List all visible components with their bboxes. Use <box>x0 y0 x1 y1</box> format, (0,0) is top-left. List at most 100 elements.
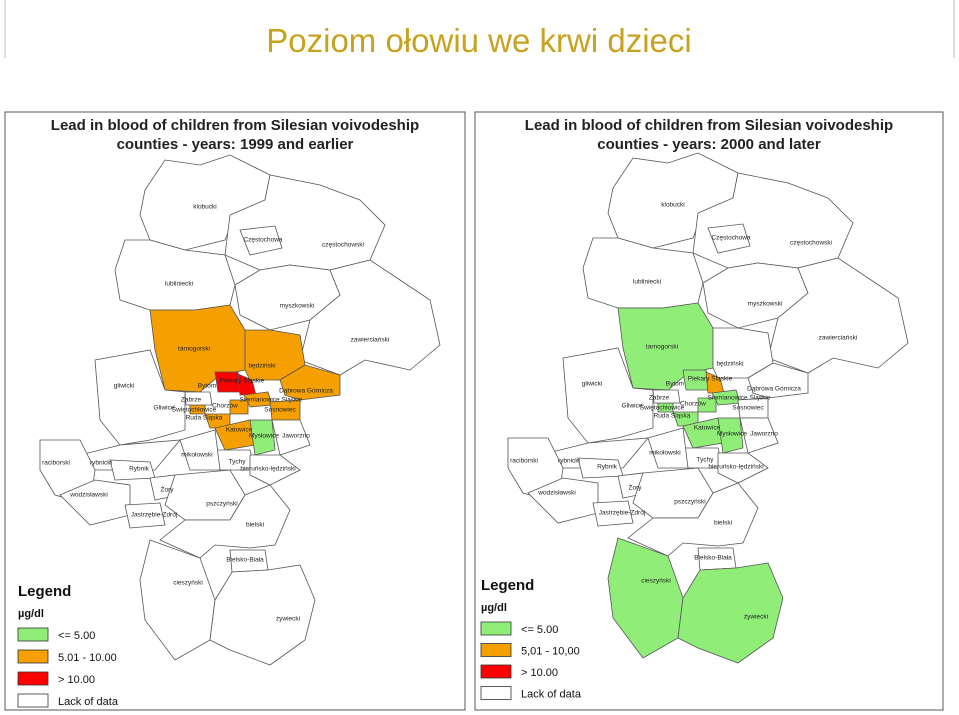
county <box>94 349 186 446</box>
county-label: myszkowski <box>280 303 315 310</box>
county-label: Dąbrowa Górnicza <box>747 386 801 393</box>
county-label: gliwicki <box>114 383 135 390</box>
county-label: Częstochowa <box>711 235 750 242</box>
legend-swatch <box>17 693 49 708</box>
county-label: Jaworzno <box>282 433 310 440</box>
county-label: będziński <box>716 361 743 368</box>
county-label: myszkowski <box>748 301 783 308</box>
county <box>627 482 759 557</box>
county-label: Sosnowiec <box>732 405 764 412</box>
county <box>179 429 221 471</box>
county <box>647 427 689 469</box>
county <box>739 417 779 454</box>
legend-label: <= 5.00 <box>521 624 558 636</box>
county-label: Siemianowice Śląskie <box>240 395 303 404</box>
county-label: Bielsko-Biała <box>694 555 732 562</box>
county-label: cieszyński <box>641 578 671 585</box>
county-label: Zabrze <box>649 395 670 402</box>
county <box>697 397 717 413</box>
legend-unit: µg/dl <box>18 608 44 620</box>
county <box>677 562 784 664</box>
county-label: tarnogorski <box>178 346 210 353</box>
county <box>139 539 216 661</box>
county <box>562 347 654 444</box>
county-label: Ruda Śląska <box>186 413 223 422</box>
county-label: Bytom <box>666 381 684 388</box>
legend-swatch <box>480 664 512 679</box>
legend-label: 5,01 - 10,00 <box>521 646 580 658</box>
legend-label: > 10.00 <box>521 667 558 679</box>
county-label: Bielsko-Biała <box>226 557 264 564</box>
legend-title: Legend <box>481 577 534 594</box>
map-title: Lead in blood of children from Silesian … <box>51 117 419 134</box>
county <box>717 452 769 484</box>
county <box>299 259 441 376</box>
county-label: wodzisławski <box>69 492 108 499</box>
county-label: Zabrze <box>181 397 202 404</box>
legend-label: > 10.00 <box>58 674 95 686</box>
county-label: Bytom <box>198 383 216 390</box>
legend-label: 5.01 - 10.00 <box>58 652 117 664</box>
county-label: Częstochowa <box>243 237 282 244</box>
map: klobucki częstochowski Częstochowa lublinie… <box>39 154 441 666</box>
county-label: żywiecki <box>276 616 300 623</box>
county-label: tarnogorski <box>646 344 678 351</box>
county-label: Rybnik <box>129 466 150 473</box>
county-label: Ruda Śląska <box>654 411 691 420</box>
county-label: Mysłowice <box>249 433 279 440</box>
county-label: wodzisławski <box>537 490 576 497</box>
county-label: Tychy <box>697 457 715 464</box>
county-label: rybnicki <box>558 458 580 465</box>
county <box>124 502 166 529</box>
county <box>527 477 599 524</box>
county <box>652 389 681 404</box>
county-label: Chorzów <box>680 401 706 408</box>
county-label: raciborski <box>510 458 538 465</box>
county <box>707 223 751 254</box>
county-label: klobucki <box>193 204 216 211</box>
map-title: counties - years: 2000 and later <box>597 136 821 153</box>
county-label: Świętochłowice <box>172 405 217 414</box>
legend-swatch <box>480 621 512 636</box>
legend-swatch <box>17 671 49 686</box>
county <box>239 225 283 256</box>
county-label: żywiecki <box>744 614 768 621</box>
legend-swatch <box>480 686 512 700</box>
legend-swatch <box>17 627 49 642</box>
county-label: Chorzów <box>212 403 238 410</box>
county <box>747 362 809 399</box>
county-label: klobucki <box>661 202 684 209</box>
county <box>59 479 131 526</box>
county-label: Gliwice <box>154 405 175 412</box>
county-label: Jaworzno <box>750 431 778 438</box>
county-label: Świętochłowice <box>640 403 685 412</box>
county-label: Piekary Śląskie <box>220 376 265 385</box>
county-label: częstochowski <box>790 240 832 247</box>
page-title: Poziom ołowiu we krwi dzieci <box>266 22 691 59</box>
county-label: cieszyński <box>173 580 203 587</box>
county-label: Dąbrowa Górnicza <box>279 388 333 395</box>
map: klobucki częstochowski Częstochowa lublinie… <box>507 152 909 664</box>
legend-unit: µg/dl <box>481 602 507 614</box>
county <box>717 417 744 454</box>
county-label: Żory <box>629 483 643 492</box>
county <box>607 537 684 659</box>
county <box>249 454 301 486</box>
county <box>209 564 316 666</box>
county-label: częstochowski <box>322 242 364 249</box>
county-label: Siemianowice Śląskie <box>708 393 771 402</box>
county-label: mikołowski <box>181 452 212 459</box>
legend-label: Lack of data <box>521 689 582 701</box>
county-label: Jastrzębie-Zdrój <box>599 510 646 517</box>
county <box>767 257 909 374</box>
county <box>271 419 311 456</box>
county-label: bieruńsko-lędziński <box>240 466 295 473</box>
legend-swatch <box>17 649 49 664</box>
county-label: Rybnik <box>597 464 618 471</box>
county-label: Mysłowice <box>717 431 747 438</box>
county-label: Piekary Śląskie <box>688 374 733 383</box>
county-label: pszczyński <box>206 501 237 508</box>
county-label: gliwicki <box>582 381 603 388</box>
county-label: zawierciański <box>351 337 390 344</box>
